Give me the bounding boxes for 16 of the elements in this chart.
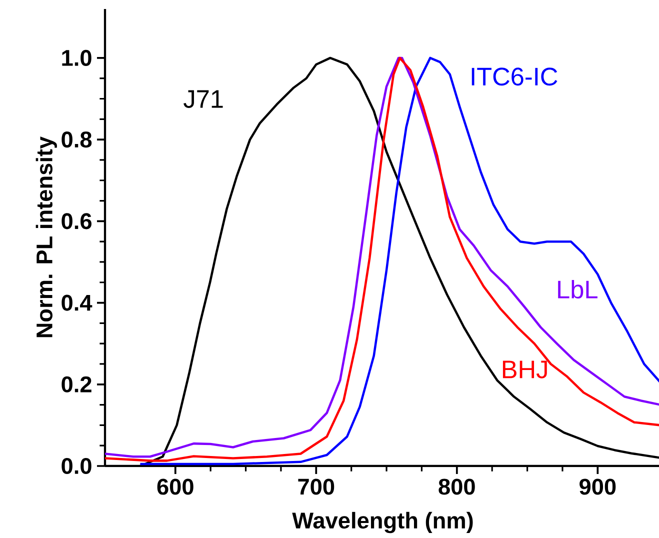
series-label: BHJ bbox=[502, 360, 547, 378]
y-tick-label: 0.0 bbox=[62, 458, 92, 474]
x-axis-title: Wavelength (nm) bbox=[292, 512, 473, 534]
y-tick-label: 0.6 bbox=[62, 213, 92, 230]
y-tick-label: 0.2 bbox=[62, 376, 92, 392]
y-tick-label: 0.4 bbox=[62, 294, 92, 311]
y-tick-label: 1.0 bbox=[62, 50, 92, 66]
x-tick-label: 900 bbox=[580, 478, 616, 495]
y-tick-label: 0.8 bbox=[62, 132, 92, 148]
x-tick-label: 800 bbox=[438, 478, 475, 495]
series-label: J71 bbox=[184, 90, 223, 108]
series-label: ITC6-IC bbox=[472, 68, 558, 86]
series-label: LbL bbox=[558, 280, 598, 299]
y-axis-title: Norm. PL intensity bbox=[36, 136, 57, 338]
x-tick-label: 600 bbox=[157, 478, 194, 495]
x-tick-label: 700 bbox=[298, 478, 334, 495]
